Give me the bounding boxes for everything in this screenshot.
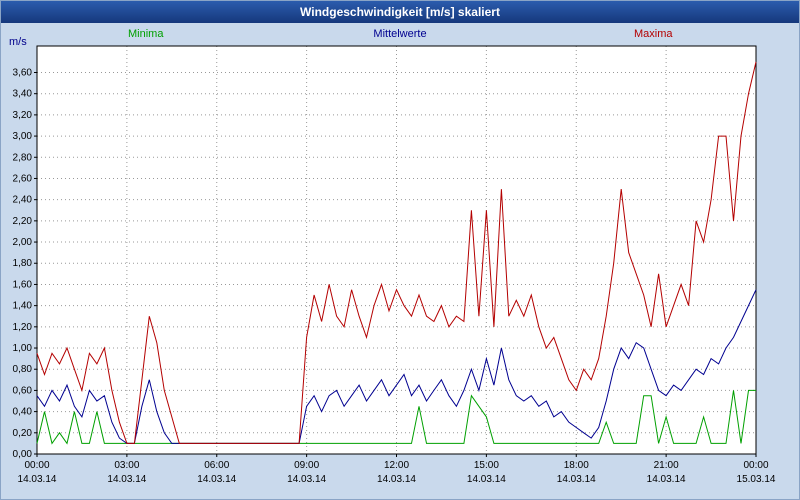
x-tick-label: 18:00 bbox=[564, 460, 589, 471]
y-tick-label: 2,80 bbox=[13, 152, 33, 163]
y-tick-label: 3,00 bbox=[13, 131, 33, 142]
x-date-label: 14.03.14 bbox=[107, 474, 146, 485]
x-tick-label: 12:00 bbox=[384, 460, 409, 471]
x-tick-label: 06:00 bbox=[204, 460, 229, 471]
series-minima-line bbox=[36, 389, 756, 445]
series-maxima-line bbox=[36, 61, 757, 444]
x-tick-label: 03:00 bbox=[114, 460, 139, 471]
y-tick-label: 2,60 bbox=[13, 173, 33, 184]
x-date-label: 14.03.14 bbox=[557, 474, 596, 485]
plot-border bbox=[36, 45, 757, 455]
y-tick-label: 0,60 bbox=[13, 385, 33, 396]
y-tick-label: 0,80 bbox=[13, 364, 33, 375]
legend-maxima: Maxima bbox=[634, 28, 673, 40]
x-date-label: 14.03.14 bbox=[197, 474, 236, 485]
y-axis-unit-label: m/s bbox=[9, 36, 27, 48]
legend-minima: Minima bbox=[128, 28, 164, 40]
y-tick-label: 2,20 bbox=[13, 216, 33, 227]
x-tick-label: 15:00 bbox=[474, 460, 499, 471]
x-tick-label: 00:00 bbox=[743, 460, 768, 471]
y-tick-label: 0,00 bbox=[13, 449, 33, 460]
x-date-label: 14.03.14 bbox=[18, 474, 57, 485]
x-date-label: 14.03.14 bbox=[467, 474, 506, 485]
y-tick-label: 1,80 bbox=[13, 258, 33, 269]
x-tick-label: 09:00 bbox=[294, 460, 319, 471]
chart-title: Windgeschwindigkeit [m/s] skaliert bbox=[300, 5, 500, 19]
title-bar: Windgeschwindigkeit [m/s] skaliert bbox=[1, 1, 799, 23]
y-tick-label: 2,00 bbox=[13, 237, 33, 248]
legend-mittelwerte: Mittelwerte bbox=[373, 28, 427, 40]
x-tick-label: 00:00 bbox=[24, 460, 49, 471]
y-tick-label: 1,40 bbox=[13, 301, 33, 312]
y-tick-label: 1,60 bbox=[13, 279, 33, 290]
y-tick-label: 3,20 bbox=[13, 110, 33, 121]
series-mittelwerte-line bbox=[36, 289, 757, 444]
y-tick-label: 3,60 bbox=[13, 67, 33, 78]
y-tick-label: 3,40 bbox=[13, 89, 33, 100]
x-tick-label: 21:00 bbox=[654, 460, 679, 471]
x-date-label: 14.03.14 bbox=[647, 474, 686, 485]
y-tick-label: 0,20 bbox=[13, 428, 33, 439]
y-tick-label: 1,20 bbox=[13, 322, 33, 333]
x-date-label: 14.03.14 bbox=[287, 474, 326, 485]
x-date-label: 14.03.14 bbox=[377, 474, 416, 485]
y-tick-label: 0,40 bbox=[13, 407, 33, 418]
y-tick-label: 1,00 bbox=[13, 343, 33, 354]
x-date-label: 15.03.14 bbox=[737, 474, 776, 485]
y-tick-label: 2,40 bbox=[13, 195, 33, 206]
